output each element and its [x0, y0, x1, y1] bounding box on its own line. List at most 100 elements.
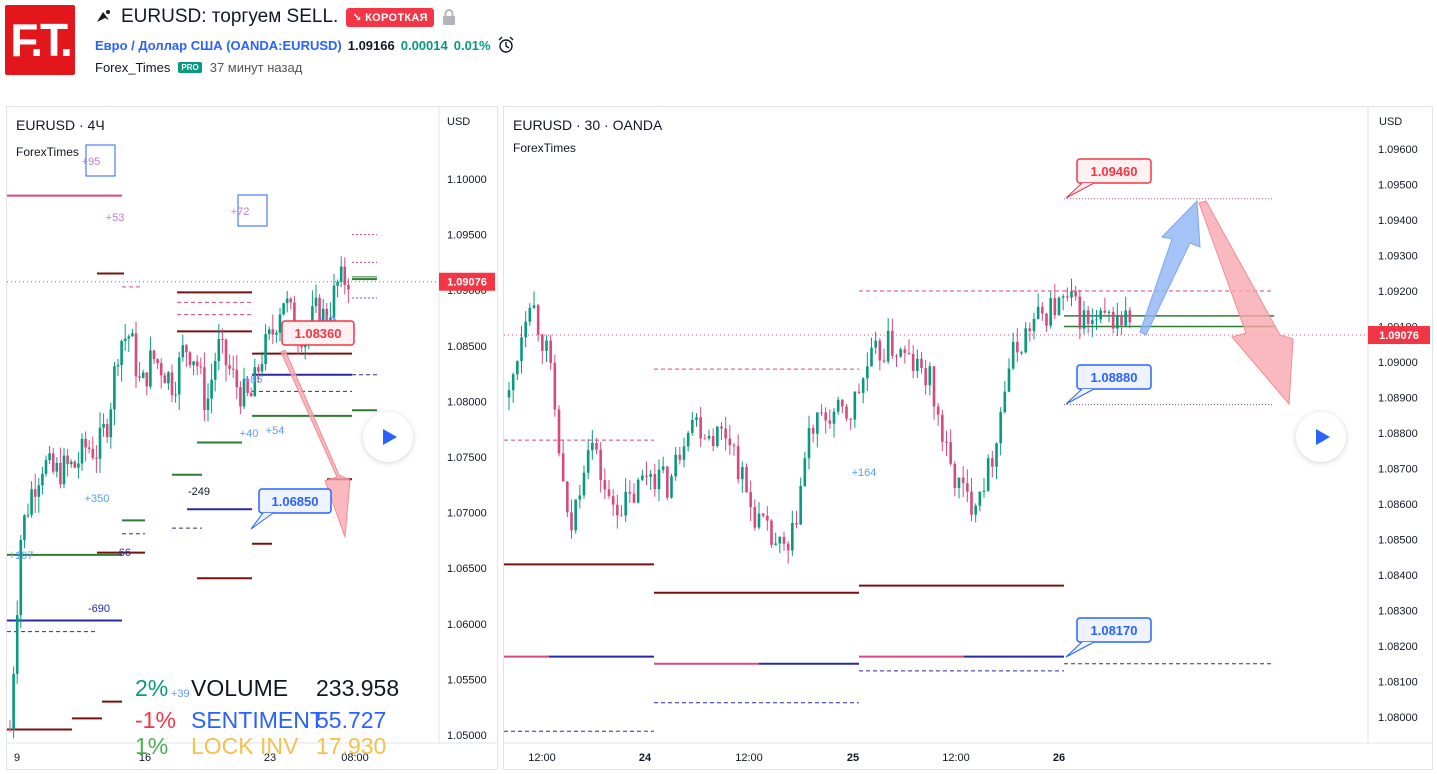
candle-body	[991, 458, 994, 467]
annotation-box	[237, 194, 268, 227]
chart-30m-title: EURUSD · 30 · OANDA	[513, 117, 663, 133]
symbol-name-link[interactable]: Евро / Доллар США (OANDA:EURUSD)	[95, 37, 342, 53]
y-tick-label: 1.07500	[447, 452, 487, 464]
callout-pointer	[1065, 388, 1095, 405]
candle-body	[271, 329, 275, 335]
y-tick-label: 1.06000	[447, 619, 487, 631]
candle-body	[836, 399, 840, 412]
y-tick-label: 1.08300	[1378, 606, 1418, 618]
candle-body	[532, 305, 536, 308]
candle-body	[210, 379, 213, 399]
chart-annotation: +54	[266, 425, 285, 437]
candle-body	[289, 298, 293, 303]
candle-body	[786, 543, 790, 551]
candle-body	[264, 334, 267, 364]
candle-body	[8, 729, 12, 731]
candle-body	[95, 457, 98, 459]
candle-body	[131, 333, 134, 337]
candle-body	[653, 474, 657, 490]
candle-body	[37, 485, 41, 497]
candle-body	[807, 427, 811, 459]
candle-body	[1120, 316, 1123, 326]
lock-icon	[442, 8, 455, 25]
candle-body	[12, 673, 15, 730]
candle-body	[159, 363, 163, 376]
last-price: 1.09166	[347, 37, 395, 53]
chart-4h-author: ForexTimes	[16, 145, 79, 159]
candle-body	[620, 515, 623, 517]
candle-body	[1007, 368, 1011, 392]
author-name[interactable]: Forex_Times	[95, 60, 171, 75]
candle-body	[832, 411, 836, 424]
y-tick-label: 1.08500	[1378, 535, 1418, 547]
candle-body	[707, 435, 711, 439]
candle-body	[1099, 310, 1102, 320]
candle-body	[332, 285, 336, 318]
candle-body	[891, 330, 894, 356]
play-button-4h[interactable]	[363, 412, 413, 462]
chart-annotation: +164	[852, 467, 877, 479]
play-icon	[1316, 429, 1330, 445]
x-tick-label: 12:00	[528, 752, 556, 764]
callout-1-08360-box	[281, 320, 355, 346]
chart-4h-title: EURUSD · 4Ч	[16, 117, 105, 133]
candle-body	[616, 504, 619, 516]
candle-body	[895, 355, 898, 357]
author-logo[interactable]: F.T.	[5, 5, 75, 75]
y-tick-label: 1.06500	[447, 563, 487, 575]
candle-body	[242, 378, 246, 407]
buy-arrow	[1139, 199, 1201, 336]
candle-body	[1111, 311, 1115, 329]
author-row: Forex_Times PRO 37 минут назад	[95, 60, 302, 75]
candle-body	[649, 474, 652, 477]
candle-body	[116, 364, 120, 367]
idea-title: EURUSD: торгуем SELL.	[121, 6, 339, 27]
candle-body	[824, 412, 827, 421]
candle-body	[188, 352, 192, 366]
candle-body	[69, 461, 73, 465]
candle-body	[753, 507, 757, 528]
x-tick-label: 25	[847, 752, 859, 764]
x-tick-label: 12:00	[942, 752, 970, 764]
candle-body	[666, 466, 669, 498]
candle-body	[549, 340, 552, 363]
y-tick-label: 1.08600	[1378, 499, 1418, 511]
candle-body	[1045, 313, 1048, 326]
callout-pointer	[1065, 641, 1095, 658]
candle-body	[841, 399, 844, 407]
candle-body	[745, 466, 748, 493]
candle-body	[953, 463, 957, 488]
candle-body	[578, 495, 582, 500]
currency-label: USD	[1379, 116, 1402, 128]
candle-body	[924, 367, 927, 386]
candle-body	[246, 378, 249, 393]
candle-body	[195, 361, 199, 367]
alarm-clock-icon[interactable]	[497, 36, 515, 54]
candle-body	[235, 369, 239, 388]
candle-body	[732, 445, 736, 447]
candle-body	[816, 412, 819, 434]
candle-body	[325, 308, 329, 325]
candle-body	[795, 523, 798, 525]
candle-body	[1041, 306, 1044, 314]
candle-body	[561, 453, 565, 482]
sell-arrow	[280, 349, 351, 538]
y-tick-label: 1.09000	[1378, 357, 1418, 369]
candle-body	[886, 330, 890, 362]
candle-body	[820, 412, 823, 414]
chart-4h-panel[interactable]: USD 1.10000 1.09500 1.09000 1.08500 1.08000 1.…	[6, 106, 498, 770]
candle-body	[231, 368, 235, 370]
candle-body	[321, 308, 325, 329]
candle-body	[528, 307, 532, 322]
chart-30m-canvas[interactable]: USD 1.09600 1.09500 1.09400 1.09300 1.09200 1.…	[504, 107, 1432, 769]
candle-body	[691, 419, 694, 433]
candle-body	[770, 520, 773, 545]
chart-4h-canvas[interactable]: USD1.100001.095001.090001.085001.080001.…	[7, 107, 497, 769]
candle-body	[203, 367, 206, 411]
chart-30m-panel[interactable]: USD 1.09600 1.09500 1.09400 1.09300 1.09200 1.…	[503, 106, 1433, 770]
candle-body	[105, 424, 109, 438]
candle-body	[774, 543, 777, 545]
chart-annotation: +107	[9, 550, 34, 562]
play-button-30m[interactable]	[1296, 412, 1346, 462]
candle-body	[520, 337, 523, 362]
